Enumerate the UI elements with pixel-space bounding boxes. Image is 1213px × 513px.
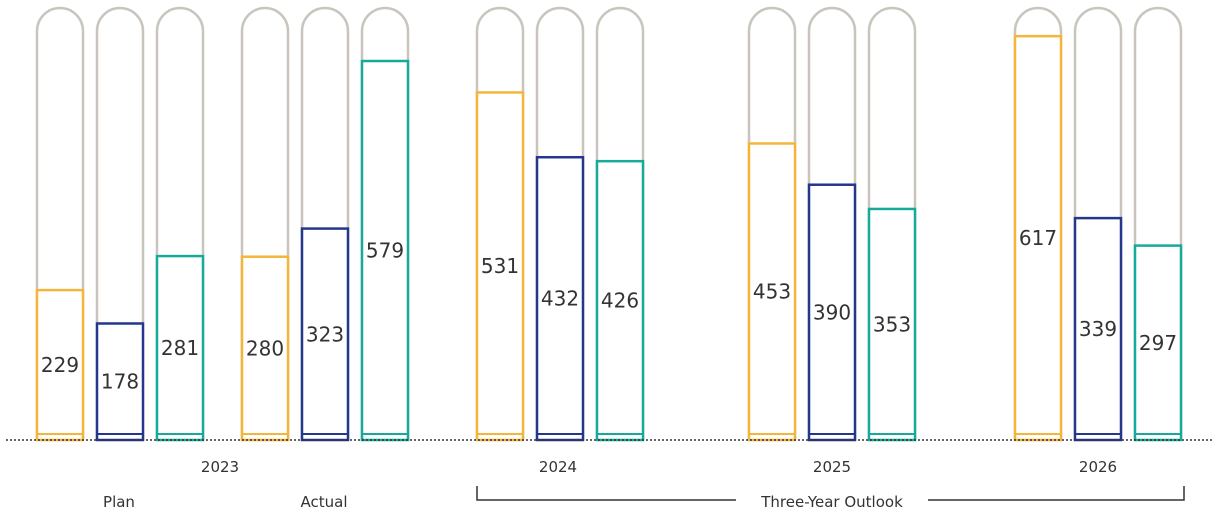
capsule-2025-series-2 <box>807 6 857 440</box>
capsule-2026-series-2 <box>1073 6 1123 440</box>
value-label-2026-series-2: 339 <box>1079 317 1117 341</box>
bar-2024-series-2 <box>535 155 585 442</box>
capsule-2026-series-3 <box>1133 6 1183 440</box>
bar-2026-series-1 <box>1013 34 1063 442</box>
value-label-2023-plan-series-3: 281 <box>161 336 199 360</box>
bar-2023-plan-series-3 <box>155 254 205 442</box>
bars <box>35 34 1183 442</box>
value-label-2025-series-2: 390 <box>813 300 851 324</box>
group-label-2023: 2023 <box>201 458 239 476</box>
capsule-2025-series-3 <box>867 6 917 440</box>
capsule-2023-actual-series-3 <box>360 6 410 440</box>
capsule-2023-actual-series-1 <box>240 6 290 440</box>
bar-2025-series-3 <box>867 207 917 442</box>
value-label-2024-series-1: 531 <box>481 254 519 278</box>
value-label-2023-plan-series-2: 178 <box>101 370 139 394</box>
bar-value-labels: 229 178 281 280 323 579 531 432 426 453 390 353 617 3… <box>41 226 1177 394</box>
outlook-label: Three-Year Outlook <box>760 493 903 511</box>
group-label-2025: 2025 <box>813 458 851 476</box>
value-label-2023-actual-series-1: 280 <box>246 336 284 360</box>
capsule-2023-plan-series-2 <box>95 6 145 440</box>
bar-2025-series-1 <box>747 142 797 442</box>
capsule-2023-actual-series-2 <box>300 6 350 440</box>
value-label-2024-series-2: 432 <box>541 287 579 311</box>
bar-2024-series-3 <box>595 159 645 442</box>
capsule-2024-series-1 <box>475 6 525 440</box>
group-label-2024: 2024 <box>539 458 577 476</box>
capsule-backgrounds <box>35 6 1183 440</box>
subgroup-label-plan: Plan <box>103 493 135 511</box>
value-label-2023-actual-series-2: 323 <box>306 322 344 346</box>
value-label-2024-series-3: 426 <box>601 289 639 313</box>
value-label-2025-series-3: 353 <box>873 312 911 336</box>
capsule-2024-series-3 <box>595 6 645 440</box>
capsule-2023-plan-series-3 <box>155 6 205 440</box>
value-label-2026-series-1: 617 <box>1019 226 1057 250</box>
capsule-2023-plan-series-1 <box>35 6 85 440</box>
bar-2023-actual-series-2 <box>300 227 350 442</box>
capsule-2025-series-1 <box>747 6 797 440</box>
bar-2026-series-3 <box>1133 244 1183 442</box>
outlook-bracket <box>476 486 1185 501</box>
capsule-2026-series-1 <box>1013 6 1063 440</box>
bar-2023-actual-series-1 <box>240 255 290 442</box>
value-label-2023-plan-series-1: 229 <box>41 353 79 377</box>
group-label-2026: 2026 <box>1079 458 1117 476</box>
bar-2026-series-2 <box>1073 216 1123 442</box>
capsule-2024-series-2 <box>535 6 585 440</box>
value-label-2025-series-1: 453 <box>753 280 791 304</box>
value-label-2026-series-3: 297 <box>1139 331 1177 355</box>
subgroup-label-actual: Actual <box>301 493 348 511</box>
bar-2023-actual-series-3 <box>360 59 410 442</box>
bar-2024-series-1 <box>475 91 525 442</box>
value-label-2023-actual-series-3: 579 <box>366 239 404 263</box>
bar-2023-plan-series-1 <box>35 288 85 442</box>
